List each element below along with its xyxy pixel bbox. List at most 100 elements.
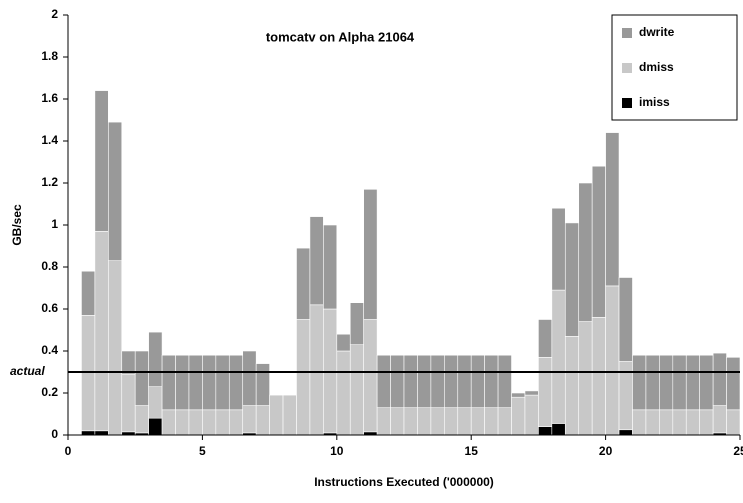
- bar-segment: [161, 409, 176, 436]
- reference-label: actual: [10, 364, 45, 378]
- bar-segment: [470, 354, 485, 409]
- bar-segment: [121, 350, 136, 375]
- bar-segment: [551, 423, 566, 436]
- bar-segment: [605, 285, 620, 436]
- bar-segment: [228, 409, 244, 436]
- x-tick-label: 5: [199, 444, 206, 458]
- bar-segment: [511, 392, 526, 398]
- legend-label: dmiss: [639, 60, 674, 74]
- x-tick-label: 25: [733, 444, 743, 458]
- bar-segment: [551, 289, 566, 424]
- bar-segment: [296, 247, 311, 320]
- bar-segment: [564, 335, 580, 436]
- bar-segment: [551, 207, 566, 291]
- bar-segment: [390, 407, 405, 436]
- bar-segment: [363, 189, 378, 320]
- bar-segment: [444, 407, 459, 436]
- bar-segment: [672, 354, 687, 411]
- bar-segment: [538, 356, 553, 427]
- bar-segment: [175, 409, 190, 436]
- bar-segment: [538, 319, 553, 358]
- bar-segment: [188, 354, 203, 411]
- bar-segment: [605, 132, 620, 287]
- bar-segment: [430, 354, 445, 409]
- bar-segment: [417, 407, 432, 436]
- x-tick-label: 15: [465, 444, 479, 458]
- bar-segment: [538, 426, 553, 436]
- bar-segment: [161, 354, 176, 411]
- bar-segment: [524, 390, 539, 396]
- y-tick-label: 0.2: [41, 385, 58, 399]
- x-tick-label: 0: [65, 444, 72, 458]
- bar-segment: [349, 344, 364, 436]
- bar-segment: [108, 260, 123, 436]
- bar-segment: [659, 409, 674, 436]
- bar-segment: [94, 90, 109, 232]
- bar-segment: [417, 354, 432, 409]
- bar-segment: [699, 354, 714, 411]
- y-tick-label: 1: [51, 217, 58, 231]
- bar-segment: [269, 394, 284, 436]
- bar-segment: [470, 407, 485, 436]
- bar-segment: [457, 407, 472, 436]
- bar-segment: [215, 354, 230, 411]
- bar-segment: [645, 409, 660, 436]
- bar-segment: [202, 354, 217, 411]
- bar-segment: [134, 405, 149, 434]
- bar-segment: [403, 354, 418, 409]
- y-tick-label: 0: [51, 427, 58, 441]
- bar-segment: [632, 409, 647, 436]
- bar-segment: [578, 182, 593, 322]
- legend-swatch: [622, 63, 632, 73]
- bar-segment: [81, 314, 96, 432]
- bar-segment: [444, 354, 459, 409]
- bar-segment: [672, 409, 687, 436]
- bar-segment: [363, 319, 378, 433]
- y-tick-label: 1.6: [41, 91, 58, 105]
- bar-segment: [108, 121, 123, 262]
- bar-segment: [430, 407, 445, 436]
- y-tick-label: 0.8: [41, 259, 58, 273]
- bar-segment: [712, 405, 727, 434]
- bar-segment: [685, 409, 700, 436]
- bar-segment: [457, 354, 472, 409]
- legend-label: imiss: [639, 95, 670, 109]
- bar-segment: [148, 331, 163, 388]
- bar-segment: [228, 354, 244, 411]
- bar-segment: [134, 350, 149, 406]
- bar-segment: [255, 363, 270, 406]
- bar-segment: [215, 409, 230, 436]
- bar-segment: [309, 216, 324, 306]
- bar-segment: [336, 350, 351, 436]
- bar-segment: [175, 354, 190, 411]
- bar-segment: [390, 354, 405, 409]
- bar-segment: [323, 224, 338, 310]
- chart-title: tomcatv on Alpha 21064: [266, 29, 415, 44]
- bar-segment: [148, 417, 163, 436]
- bar-segment: [148, 386, 163, 419]
- bar-segment: [685, 354, 700, 411]
- bar-segment: [94, 231, 109, 432]
- bar-segment: [255, 405, 270, 436]
- bar-segment: [524, 394, 539, 436]
- bar-segment: [242, 405, 257, 434]
- bar-segment: [403, 407, 418, 436]
- bar-segment: [81, 430, 96, 436]
- bar-segment: [81, 270, 96, 316]
- bar-segment: [349, 302, 364, 346]
- y-tick-label: 1.2: [41, 175, 58, 189]
- y-axis-label: GB/sec: [10, 204, 24, 246]
- y-tick-label: 0.4: [41, 343, 58, 357]
- y-tick-label: 1.8: [41, 49, 58, 63]
- bar-segment: [188, 409, 203, 436]
- legend-box: [611, 14, 738, 121]
- legend-label: dwrite: [639, 25, 675, 39]
- bar-segment: [618, 277, 633, 362]
- y-tick-label: 1.4: [41, 133, 58, 147]
- bar-segment: [94, 430, 109, 436]
- bar-segment: [699, 409, 714, 436]
- x-axis-label: Instructions Executed ('000000): [314, 475, 494, 489]
- bar-segment: [121, 373, 136, 433]
- x-tick-label: 20: [599, 444, 613, 458]
